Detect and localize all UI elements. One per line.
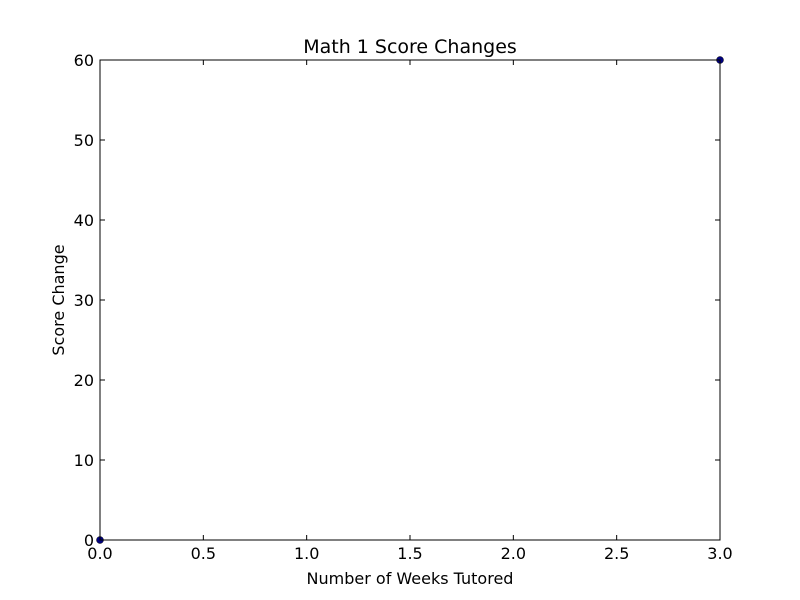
y-axis-title: Score Change [49,244,68,355]
y-tick-label: 0 [84,531,94,550]
y-tick-label: 60 [74,51,94,70]
x-tick-label: 2.5 [604,544,629,563]
x-tick-label: 1.5 [397,544,422,563]
x-tick-label: 0.0 [87,544,112,563]
x-tick-label: 1.0 [294,544,319,563]
x-tick-label: 3.0 [707,544,732,563]
plot-frame [99,59,721,541]
y-tick-label: 50 [74,131,94,150]
plot-area [100,60,720,540]
x-tick-label: 2.0 [501,544,526,563]
y-tick-label: 20 [74,371,94,390]
y-tick-label: 40 [74,211,94,230]
y-tick-label: 30 [74,291,94,310]
x-axis-title: Number of Weeks Tutored [307,569,514,588]
ticks-layer: 0.0 0.5 1.0 1.5 2.0 2.5 3.0 0 10 20 30 40 50 60 [74,51,733,563]
chart-title: Math 1 Score Changes [303,36,517,58]
x-tick-label: 0.5 [191,544,216,563]
y-tick-label: 10 [74,451,94,470]
